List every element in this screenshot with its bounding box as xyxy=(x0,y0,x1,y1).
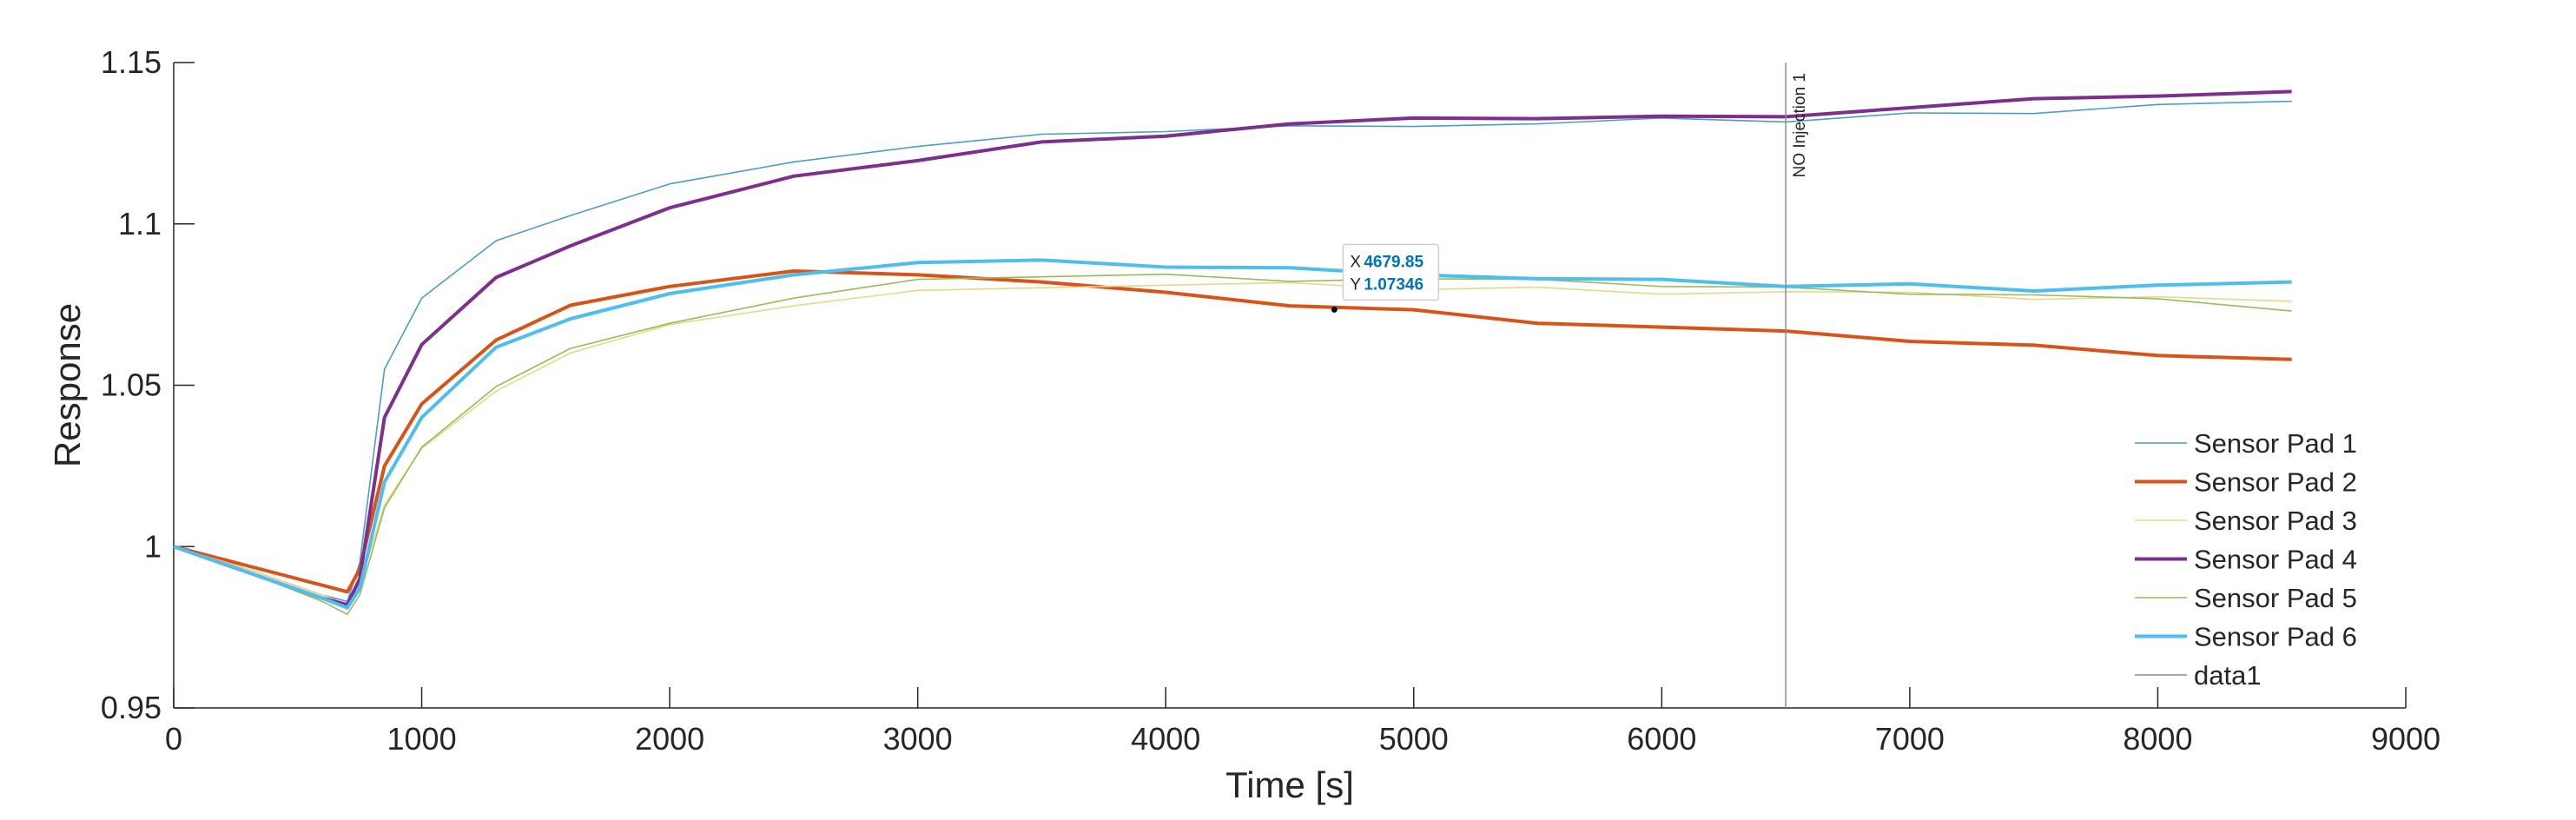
legend-label-sensor-pad-6[interactable]: Sensor Pad 6 xyxy=(2194,622,2357,652)
x-axis-title: Time [s] xyxy=(1225,764,1354,805)
series-sensor-pad-3 xyxy=(173,281,2292,605)
y-tick-label: 1 xyxy=(144,528,162,564)
x-tick-label: 8000 xyxy=(2123,721,2192,757)
y-axis-title: Response xyxy=(47,303,88,467)
legend-label-sensor-pad-4[interactable]: Sensor Pad 4 xyxy=(2194,545,2357,575)
datatip-marker[interactable] xyxy=(1331,306,1338,313)
y-tick-label: 0.95 xyxy=(101,690,162,725)
datatip-y-key: Y xyxy=(1350,275,1361,294)
x-tick-label: 0 xyxy=(165,721,182,757)
x-tick-label: 4000 xyxy=(1131,721,1200,757)
x-tick-label: 2000 xyxy=(635,721,704,757)
series-sensor-pad-4 xyxy=(173,89,2292,607)
legend-label-sensor-pad-2[interactable]: Sensor Pad 2 xyxy=(2194,467,2357,498)
datatip-x-key: X xyxy=(1350,253,1361,271)
datatip-x-value: 4679.85 xyxy=(1364,253,1423,271)
series-sensor-pad-6 xyxy=(173,258,2292,610)
legend-label-sensor-pad-1[interactable]: Sensor Pad 1 xyxy=(2194,428,2357,459)
legend-label-sensor-pad-3[interactable]: Sensor Pad 3 xyxy=(2194,506,2357,536)
x-tick-label: 5000 xyxy=(1379,721,1449,757)
datatip-y-value: 1.07346 xyxy=(1364,275,1423,294)
x-tick-label: 7000 xyxy=(1875,721,1945,757)
legend-label-data1[interactable]: data1 xyxy=(2194,660,2262,691)
y-tick-label: 1.05 xyxy=(101,367,162,403)
legend-label-sensor-pad-5[interactable]: Sensor Pad 5 xyxy=(2194,583,2357,613)
series-sensor-pad-2 xyxy=(173,269,2292,594)
annotations: NO Injection 1 xyxy=(1791,73,1809,177)
series-group xyxy=(173,63,2292,708)
x-tick-label: 3000 xyxy=(883,721,953,757)
datatip-box xyxy=(1342,243,1440,301)
y-tick-label: 1.15 xyxy=(101,44,162,80)
x-tick-label: 9000 xyxy=(2371,721,2441,757)
axes: 0 1000 2000 3000 4000 5000 6000 7000 8000 9000 0.9… xyxy=(47,44,2441,805)
series-sensor-pad-5 xyxy=(173,273,2292,616)
x-tick-label: 1000 xyxy=(387,721,457,757)
annotation-no-injection: NO Injection 1 xyxy=(1791,73,1809,177)
x-tick-label: 6000 xyxy=(1627,721,1696,757)
y-tick-label: 1.1 xyxy=(118,206,162,241)
datatip[interactable]: X 4679.85 Y 1.07346 xyxy=(1331,243,1440,313)
legend[interactable]: Sensor Pad 1 Sensor Pad 2 Sensor Pad 3 Sens… xyxy=(2135,428,2357,691)
